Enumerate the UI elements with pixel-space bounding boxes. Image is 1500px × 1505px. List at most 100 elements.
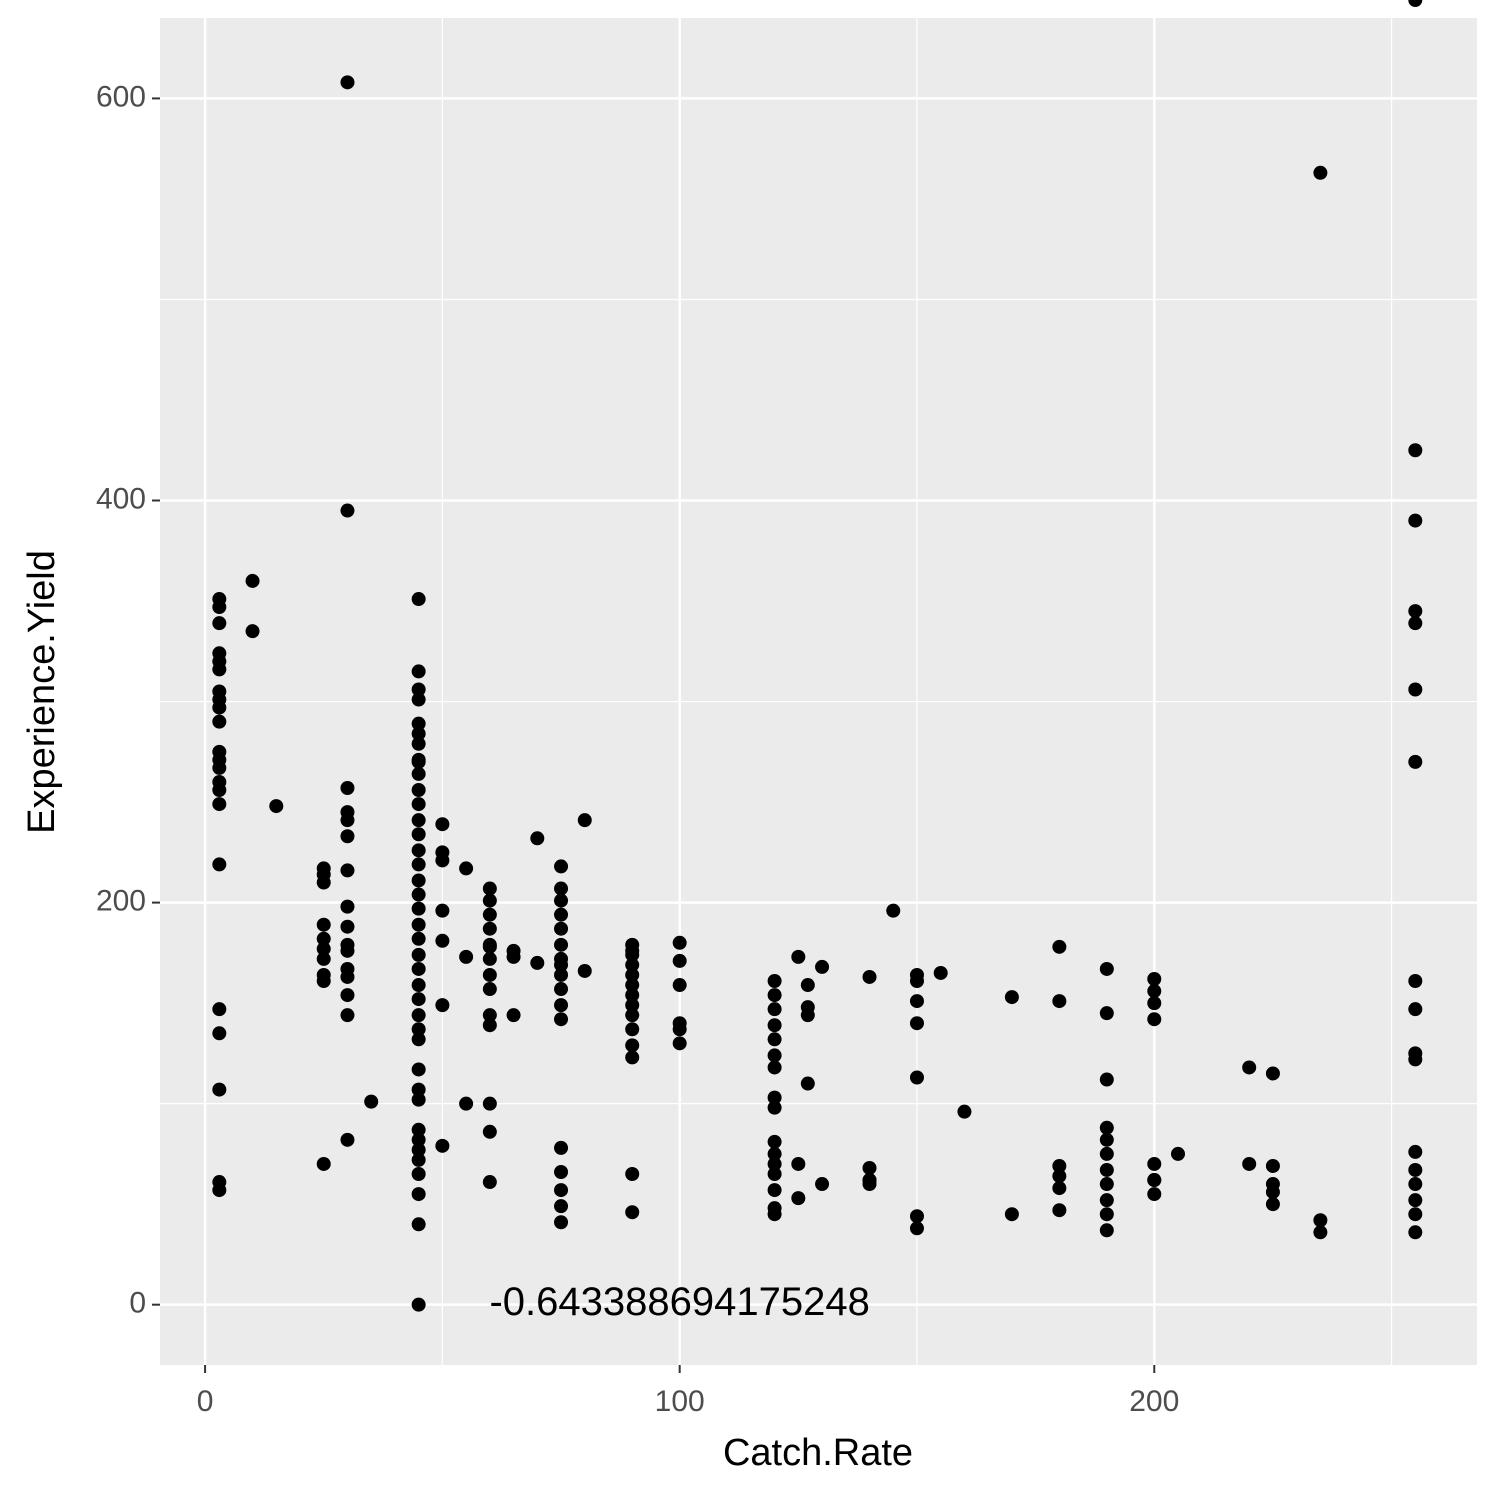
point	[340, 1008, 355, 1023]
point	[800, 978, 815, 993]
point	[672, 953, 687, 968]
point	[1099, 961, 1114, 976]
point	[577, 963, 592, 978]
point	[316, 917, 331, 932]
point	[435, 998, 450, 1013]
point	[411, 1022, 426, 1037]
point	[554, 967, 569, 982]
point	[767, 988, 782, 1003]
point	[554, 1215, 569, 1230]
point	[411, 1142, 426, 1157]
point	[482, 893, 497, 908]
point	[791, 1191, 806, 1206]
point	[1408, 1052, 1423, 1067]
point	[212, 857, 227, 872]
point	[411, 1167, 426, 1182]
point	[1099, 1146, 1114, 1161]
point	[506, 943, 521, 958]
point	[767, 1032, 782, 1047]
x-tick-label: 100	[655, 1385, 705, 1418]
point	[411, 857, 426, 872]
point	[212, 1026, 227, 1041]
point	[482, 951, 497, 966]
point	[316, 1156, 331, 1171]
point	[625, 1008, 640, 1023]
point	[316, 974, 331, 989]
point	[1408, 1193, 1423, 1208]
point	[554, 1183, 569, 1198]
point	[1408, 1207, 1423, 1222]
point	[411, 992, 426, 1007]
point	[767, 1167, 782, 1182]
point	[1408, 1144, 1423, 1159]
point	[340, 503, 355, 518]
point	[316, 931, 331, 946]
point	[411, 1062, 426, 1077]
point	[577, 813, 592, 828]
point	[411, 664, 426, 679]
point	[672, 935, 687, 950]
point	[1099, 1177, 1114, 1192]
point	[411, 1092, 426, 1107]
point	[212, 600, 227, 615]
point	[1408, 1002, 1423, 1017]
point	[554, 1140, 569, 1155]
point	[435, 817, 450, 832]
point	[909, 994, 924, 1009]
point	[506, 1008, 521, 1023]
point	[625, 967, 640, 982]
point	[800, 1008, 815, 1023]
x-axis-title: Catch.Rate	[723, 1432, 913, 1474]
point	[554, 998, 569, 1013]
point	[411, 887, 426, 902]
point	[1408, 616, 1423, 631]
point	[482, 881, 497, 896]
point	[212, 714, 227, 729]
point	[411, 766, 426, 781]
point	[411, 1122, 426, 1137]
point	[212, 797, 227, 812]
point	[316, 951, 331, 966]
point	[482, 1124, 497, 1139]
point	[1147, 1173, 1162, 1188]
point	[909, 967, 924, 982]
point	[411, 716, 426, 731]
point	[212, 1183, 227, 1198]
point	[554, 907, 569, 922]
point	[886, 903, 901, 918]
point	[625, 1205, 640, 1220]
point	[1004, 990, 1019, 1005]
point	[411, 827, 426, 842]
point	[1099, 1193, 1114, 1208]
point	[554, 921, 569, 936]
point	[245, 624, 260, 639]
x-tick-label: 200	[1129, 1385, 1179, 1418]
point	[411, 1008, 426, 1023]
point	[212, 700, 227, 715]
point	[1408, 0, 1423, 7]
point	[411, 873, 426, 888]
point	[1242, 1156, 1257, 1171]
point	[815, 959, 830, 974]
point	[1147, 984, 1162, 999]
point	[957, 1104, 972, 1119]
point	[909, 1209, 924, 1224]
point	[554, 1199, 569, 1214]
point	[672, 1036, 687, 1051]
point	[411, 682, 426, 697]
point	[482, 921, 497, 936]
point	[1408, 1162, 1423, 1177]
point	[1052, 1169, 1067, 1184]
point	[933, 965, 948, 980]
point	[411, 813, 426, 828]
point	[1052, 994, 1067, 1009]
point	[800, 1076, 815, 1091]
point	[767, 1183, 782, 1198]
point	[1408, 1225, 1423, 1240]
point	[554, 982, 569, 997]
point	[212, 616, 227, 631]
point	[554, 1164, 569, 1179]
point	[1408, 974, 1423, 989]
point	[1265, 1185, 1280, 1200]
